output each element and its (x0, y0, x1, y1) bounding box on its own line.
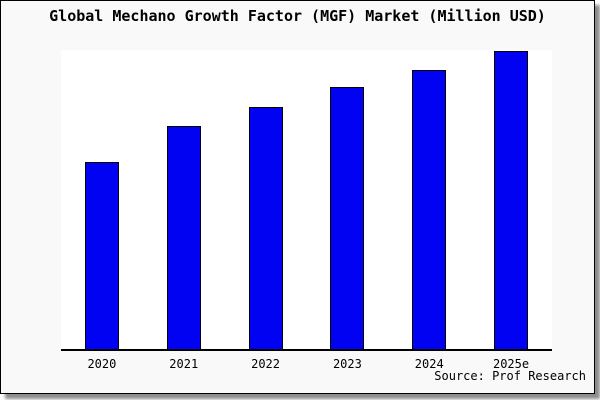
bar-2023 (330, 87, 365, 349)
x-tick-2024: 2024 (414, 357, 444, 371)
x-axis-labels: 2020 2021 2022 2023 2024 2025e (61, 357, 552, 371)
bar-2021 (166, 125, 201, 349)
bars-container (61, 50, 552, 349)
source-credit: Source: Prof Research (434, 369, 586, 383)
bar-2025e (494, 50, 529, 349)
chart-card: Global Mechano Growth Factor (MGF) Marke… (0, 0, 595, 394)
x-tick-2020: 2020 (87, 357, 117, 371)
bar-2024 (412, 69, 447, 349)
x-tick-2025e: 2025e (492, 357, 530, 371)
x-tick-2022: 2022 (251, 357, 281, 371)
x-tick-2023: 2023 (332, 357, 362, 371)
plot-area (61, 50, 552, 351)
bar-2020 (84, 161, 119, 349)
x-tick-2021: 2021 (169, 357, 199, 371)
chart-title: Global Mechano Growth Factor (MGF) Marke… (49, 7, 546, 25)
bar-2022 (248, 106, 283, 349)
